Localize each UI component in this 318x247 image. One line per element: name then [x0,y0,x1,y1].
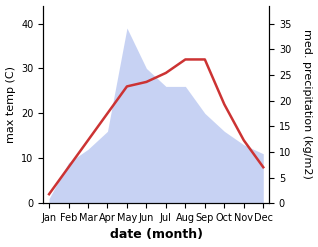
Y-axis label: max temp (C): max temp (C) [5,66,16,143]
Y-axis label: med. precipitation (kg/m2): med. precipitation (kg/m2) [302,29,313,179]
X-axis label: date (month): date (month) [110,228,203,242]
